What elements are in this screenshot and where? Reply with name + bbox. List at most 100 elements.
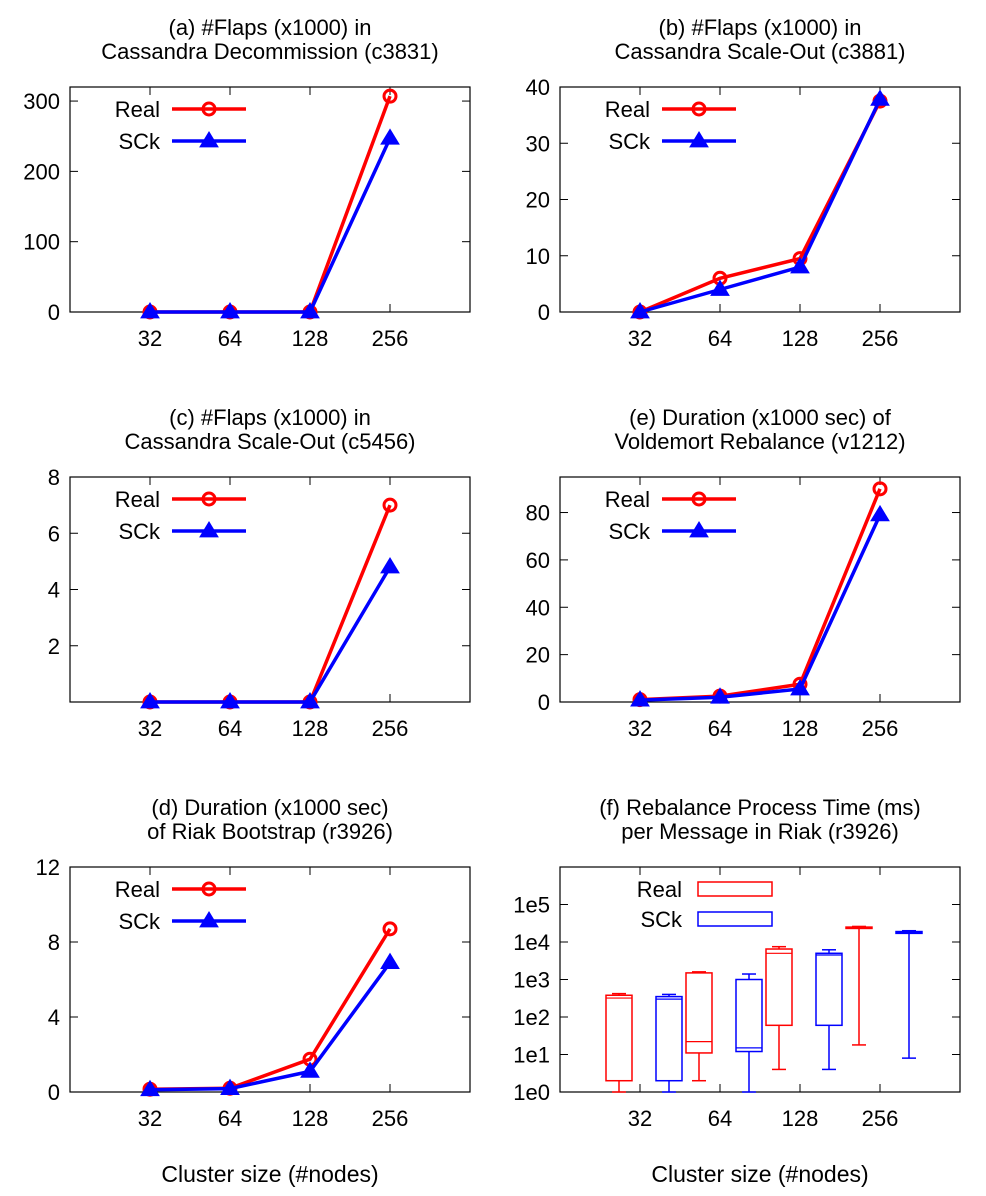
x-tick-label: 256 <box>862 716 899 741</box>
legend-label: SCk <box>118 909 161 934</box>
y-tick-label: 8 <box>48 465 60 490</box>
y-tick-label: 1e0 <box>513 1080 550 1105</box>
data-point-sck <box>380 557 400 574</box>
chart-title: of Riak Bootstrap (r3926) <box>147 819 393 844</box>
legend-label: Real <box>115 487 160 512</box>
data-point-sck <box>140 1079 160 1097</box>
chart-title: (e) Duration (x1000 sec) of <box>629 405 892 430</box>
data-point-sck <box>870 504 890 522</box>
y-tick-label: 6 <box>48 521 60 546</box>
y-tick-label: 1e1 <box>513 1043 550 1068</box>
chart-title: Cassandra Scale-Out (c3881) <box>614 39 905 64</box>
data-point-sck <box>710 279 730 296</box>
chart-title: (a) #Flaps (x1000) in <box>169 15 372 40</box>
y-tick-label: 100 <box>23 230 60 255</box>
chart-title: Cassandra Scale-Out (c5456) <box>124 429 415 454</box>
legend-marker <box>201 101 217 117</box>
x-tick-label: 256 <box>372 716 409 741</box>
y-tick-label: 10 <box>526 244 550 269</box>
y-tick-label: 1e3 <box>513 968 550 993</box>
y-tick-label: 20 <box>526 643 550 668</box>
x-tick-label: 128 <box>782 326 819 351</box>
y-tick-label: 20 <box>526 188 550 213</box>
x-axis-label: Cluster size (#nodes) <box>651 1161 868 1187</box>
x-tick-label: 32 <box>628 716 652 741</box>
x-tick-label: 256 <box>372 1106 409 1131</box>
data-point-real <box>382 497 398 513</box>
x-tick-label: 256 <box>372 326 409 351</box>
legend-marker <box>689 521 709 538</box>
data-point-sck <box>140 302 160 319</box>
x-tick-label: 64 <box>218 1106 242 1131</box>
series-line-sck <box>150 566 392 704</box>
data-point-sck <box>790 679 810 696</box>
legend-marker <box>199 521 219 538</box>
data-point-sck <box>220 692 240 709</box>
y-tick-label: 40 <box>526 75 550 100</box>
legend-label: SCk <box>118 519 161 544</box>
plot-frame <box>69 866 471 1093</box>
chart-title: (d) Duration (x1000 sec) <box>151 795 388 820</box>
data-point-sck <box>220 1078 240 1095</box>
legend-label: SCk <box>118 129 161 154</box>
legend-marker <box>201 881 217 897</box>
y-tick-label: 1e4 <box>513 930 550 955</box>
y-tick-label: 300 <box>23 89 60 114</box>
x-tick-label: 128 <box>782 716 819 741</box>
legend-box <box>697 881 773 897</box>
legend-label: SCk <box>608 129 651 154</box>
y-tick-label: 2 <box>48 634 60 659</box>
data-point-sck <box>300 692 320 709</box>
x-tick-label: 32 <box>138 326 162 351</box>
x-tick-label: 256 <box>862 1106 899 1131</box>
x-tick-label: 64 <box>708 326 732 351</box>
box-sck <box>735 978 763 1053</box>
y-tick-label: 30 <box>526 131 550 156</box>
chart-title: per Message in Riak (r3926) <box>621 819 899 844</box>
box-real <box>605 994 633 1082</box>
x-tick-label: 32 <box>138 716 162 741</box>
data-point-real <box>382 88 398 104</box>
x-tick-label: 128 <box>782 1106 819 1131</box>
y-tick-label: 4 <box>48 578 60 603</box>
series-line-sck <box>639 514 882 702</box>
x-tick-label: 32 <box>628 326 652 351</box>
legend-label: SCk <box>608 519 651 544</box>
chart-title: (c) #Flaps (x1000) in <box>169 405 371 430</box>
chart-title: Voldemort Rebalance (v1212) <box>614 429 905 454</box>
x-tick-label: 256 <box>862 326 899 351</box>
x-tick-label: 64 <box>218 326 242 351</box>
x-tick-label: 128 <box>292 326 329 351</box>
series-line-real <box>150 504 392 704</box>
x-tick-label: 128 <box>292 716 329 741</box>
y-tick-label: 40 <box>526 595 550 620</box>
y-tick-label: 1e2 <box>513 1005 550 1030</box>
box-sck <box>655 995 683 1082</box>
data-point-sck <box>300 1061 320 1078</box>
chart-title: Cassandra Decommission (c3831) <box>101 39 438 64</box>
box-real <box>765 948 793 1027</box>
legend-marker <box>691 491 707 507</box>
chart-f: (f) Rebalance Process Time (ms)per Messa… <box>513 795 961 1187</box>
legend-label: Real <box>115 97 160 122</box>
box-real <box>685 972 713 1054</box>
series-line-sck <box>150 137 392 314</box>
box-sck <box>815 952 843 1027</box>
legend-marker <box>691 101 707 117</box>
legend-label: Real <box>637 877 682 902</box>
legend-marker <box>199 131 219 148</box>
legend-marker <box>689 131 709 148</box>
data-point-sck <box>380 128 400 145</box>
x-tick-label: 64 <box>708 1106 732 1131</box>
legend-box <box>697 911 773 927</box>
legend-marker <box>199 911 219 928</box>
x-tick-label: 64 <box>708 716 732 741</box>
y-tick-label: 8 <box>48 930 60 955</box>
data-point-sck <box>790 257 810 274</box>
chart-title: (f) Rebalance Process Time (ms) <box>599 795 921 820</box>
data-point-sck <box>870 89 890 106</box>
